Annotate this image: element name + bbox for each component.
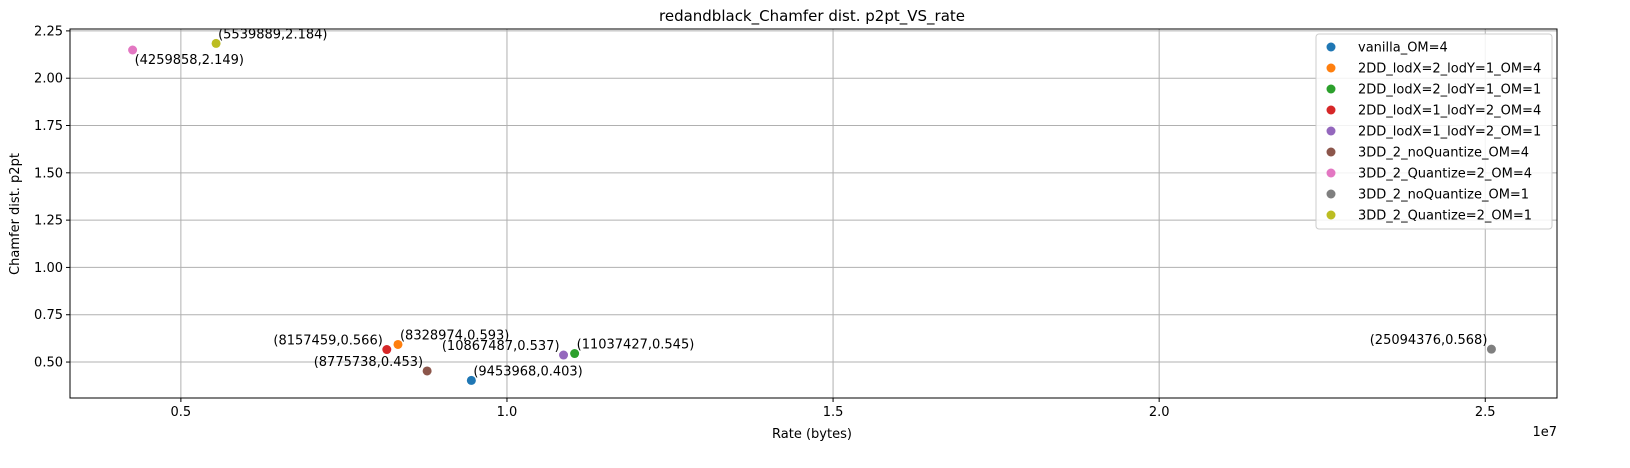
y-tick-label: 0.75 (34, 308, 63, 323)
legend-marker (1326, 189, 1336, 199)
legend-marker (1326, 210, 1336, 220)
x-tick-label: 1.5 (823, 405, 844, 420)
data-points (128, 38, 1496, 385)
legend-marker (1326, 105, 1336, 115)
y-tick-label: 1.00 (34, 261, 63, 276)
scatter-point (1486, 344, 1496, 354)
point-annotation: (25094376,0.568) (1370, 333, 1488, 348)
point-annotation: (10867487,0.537) (442, 339, 560, 354)
point-annotation: (8328974,0.593) (400, 328, 509, 343)
legend-label: 2DD_lodX=2_lodY=1_OM=4 (1358, 62, 1541, 77)
legend-label: 3DD_2_Quantize=2_OM=4 (1358, 167, 1532, 182)
legend-label: 3DD_2_Quantize=2_OM=1 (1358, 209, 1532, 224)
y-tick-label: 1.50 (34, 166, 63, 181)
scatter-point (570, 349, 580, 359)
grid-lines (70, 29, 1557, 398)
legend-marker (1326, 126, 1336, 136)
point-annotation: (8157459,0.566) (273, 334, 382, 349)
legend-marker (1326, 84, 1336, 94)
legend-marker (1326, 63, 1336, 73)
scatter-point (128, 45, 138, 55)
plot-frame (69, 28, 1558, 399)
scatter-point (559, 350, 569, 360)
x-tick-label: 2.5 (1475, 405, 1496, 420)
point-annotation: (4259858,2.149) (135, 53, 244, 68)
chart-title: redandblack_Chamfer dist. p2pt_VS_rate (659, 7, 965, 26)
legend: vanilla_OM=4 2DD_lodX=2_lodY=1_OM=4 2DD_lo… (1315, 33, 1553, 230)
point-annotation: (5539889,2.184) (218, 27, 327, 42)
x-tick-label: 0.5 (171, 405, 192, 420)
y-tick-label: 1.25 (34, 214, 63, 229)
x-tick-label: 2.0 (1149, 405, 1170, 420)
y-tick-label: 2.00 (34, 72, 63, 87)
legend-label: 2DD_lodX=1_lodY=2_OM=1 (1358, 125, 1541, 140)
x-axis-scale-label: 1e7 (1532, 425, 1557, 440)
scatter-point (393, 339, 403, 349)
y-tick-label: 1.75 (34, 119, 63, 134)
point-annotation: (8775738,0.453) (314, 355, 423, 370)
scatter-point (466, 375, 476, 385)
legend-box (1315, 33, 1553, 230)
legend-marker (1326, 147, 1336, 157)
x-tick-label: 1.0 (497, 405, 518, 420)
legend-label: vanilla_OM=4 (1358, 41, 1448, 56)
y-tick-label: 0.50 (34, 356, 63, 371)
scatter-point (422, 366, 432, 376)
legend-label: 2DD_lodX=1_lodY=2_OM=4 (1358, 104, 1541, 119)
y-axis-label: Chamfer dist. p2pt (8, 153, 23, 275)
x-axis-label: Rate (bytes) (772, 427, 852, 442)
point-annotations: (9453968,0.403) (8328974,0.593) (11037427,… (135, 27, 1488, 379)
legend-label: 2DD_lodX=2_lodY=1_OM=1 (1358, 83, 1541, 98)
legend-label: 3DD_2_noQuantize_OM=4 (1358, 146, 1529, 161)
scatter-point (382, 345, 392, 355)
axis-ticks: 0.5 1.0 1.5 2.0 2.5 0.50 0.75 1.00 1.25 1.50 1.75 2… (34, 24, 1496, 420)
point-annotation: (9453968,0.403) (473, 364, 582, 379)
legend-label: 3DD_2_noQuantize_OM=1 (1358, 188, 1529, 203)
legend-marker (1326, 42, 1336, 52)
scatter-point (211, 38, 221, 48)
y-tick-label: 2.25 (34, 24, 63, 39)
point-annotation: (11037427,0.545) (577, 338, 695, 353)
legend-marker (1326, 168, 1336, 178)
